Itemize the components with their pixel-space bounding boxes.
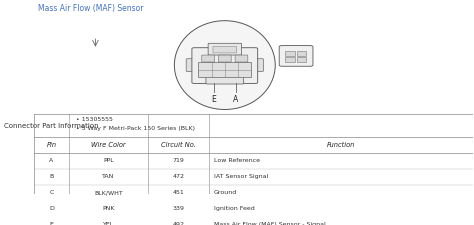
Text: Pin: Pin	[46, 142, 56, 148]
FancyBboxPatch shape	[297, 51, 306, 56]
FancyBboxPatch shape	[192, 48, 258, 83]
Text: Mass Air Flow (MAF) Sensor: Mass Air Flow (MAF) Sensor	[38, 4, 144, 13]
Text: A: A	[233, 95, 238, 104]
Text: E: E	[211, 95, 216, 104]
Text: Mass Air Flow (MAF) Sensor - Signal: Mass Air Flow (MAF) Sensor - Signal	[214, 222, 326, 225]
Text: 451: 451	[173, 190, 184, 195]
FancyBboxPatch shape	[202, 55, 215, 62]
Text: YEL: YEL	[103, 222, 114, 225]
Text: B: B	[49, 174, 54, 179]
Text: Ground: Ground	[214, 190, 237, 195]
Text: A: A	[49, 158, 54, 163]
FancyBboxPatch shape	[297, 57, 306, 62]
FancyBboxPatch shape	[213, 46, 237, 53]
FancyBboxPatch shape	[186, 59, 197, 72]
FancyBboxPatch shape	[279, 46, 313, 66]
Text: IAT Sensor Signal: IAT Sensor Signal	[214, 174, 268, 179]
FancyBboxPatch shape	[253, 59, 264, 72]
FancyBboxPatch shape	[199, 62, 251, 77]
Text: Function: Function	[327, 142, 355, 148]
Text: 339: 339	[173, 206, 185, 211]
FancyBboxPatch shape	[208, 43, 241, 55]
Text: • 15305555: • 15305555	[76, 117, 112, 122]
Text: 472: 472	[173, 174, 185, 179]
Text: Low Reference: Low Reference	[214, 158, 260, 163]
Text: Ignition Feed: Ignition Feed	[214, 206, 255, 211]
Text: TAN: TAN	[102, 174, 115, 179]
FancyBboxPatch shape	[235, 55, 248, 62]
FancyBboxPatch shape	[285, 57, 294, 62]
FancyBboxPatch shape	[206, 75, 244, 84]
Ellipse shape	[174, 21, 275, 110]
Text: • 5 Way F Metri-Pack 150 Series (BLK): • 5 Way F Metri-Pack 150 Series (BLK)	[76, 126, 195, 131]
Text: BLK/WHT: BLK/WHT	[94, 190, 123, 195]
Text: PPL: PPL	[103, 158, 114, 163]
Text: PNK: PNK	[102, 206, 115, 211]
Text: E: E	[50, 222, 54, 225]
Text: Circuit No.: Circuit No.	[161, 142, 196, 148]
FancyBboxPatch shape	[285, 51, 294, 56]
Text: Connector Part Information: Connector Part Information	[4, 123, 99, 129]
Text: 492: 492	[173, 222, 185, 225]
Text: Wire Color: Wire Color	[91, 142, 126, 148]
Text: D: D	[49, 206, 54, 211]
Text: C: C	[49, 190, 54, 195]
FancyBboxPatch shape	[219, 55, 231, 62]
Text: 719: 719	[173, 158, 185, 163]
